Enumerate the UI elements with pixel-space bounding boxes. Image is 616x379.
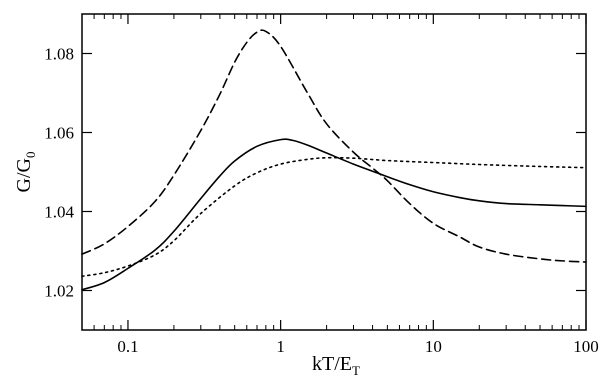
x-tick-label: 1 — [276, 337, 285, 356]
series-line-dotted — [81, 156, 587, 278]
label-layer: kT/ET G/G0 — [13, 152, 360, 378]
y-tick-label: 1.02 — [44, 282, 74, 301]
series-line-dashed — [81, 29, 587, 263]
x-axis-label-subscript: T — [352, 363, 360, 378]
y-axis-label-main: G/G — [13, 158, 35, 192]
tick-layer: 0.1 1 10 100 1.02 1.04 1.06 1.08 — [44, 14, 599, 356]
y-tick-label: 1.06 — [44, 124, 74, 143]
plot-frame — [81, 13, 587, 331]
x-axis-label-main: kT/E — [312, 353, 352, 375]
x-tick-label: 100 — [573, 337, 599, 356]
y-tick-label: 1.08 — [44, 45, 74, 64]
y-tick-label: 1.04 — [44, 203, 74, 222]
y-axis-label-subscript: 0 — [23, 152, 38, 159]
series-layer — [81, 29, 587, 291]
x-axis-label: kT/ET — [312, 353, 360, 378]
x-tick-label: 10 — [425, 337, 442, 356]
x-tick-label: 0.1 — [117, 337, 138, 356]
series-line-solid — [81, 138, 587, 291]
y-axis-label: G/G0 — [13, 152, 38, 193]
